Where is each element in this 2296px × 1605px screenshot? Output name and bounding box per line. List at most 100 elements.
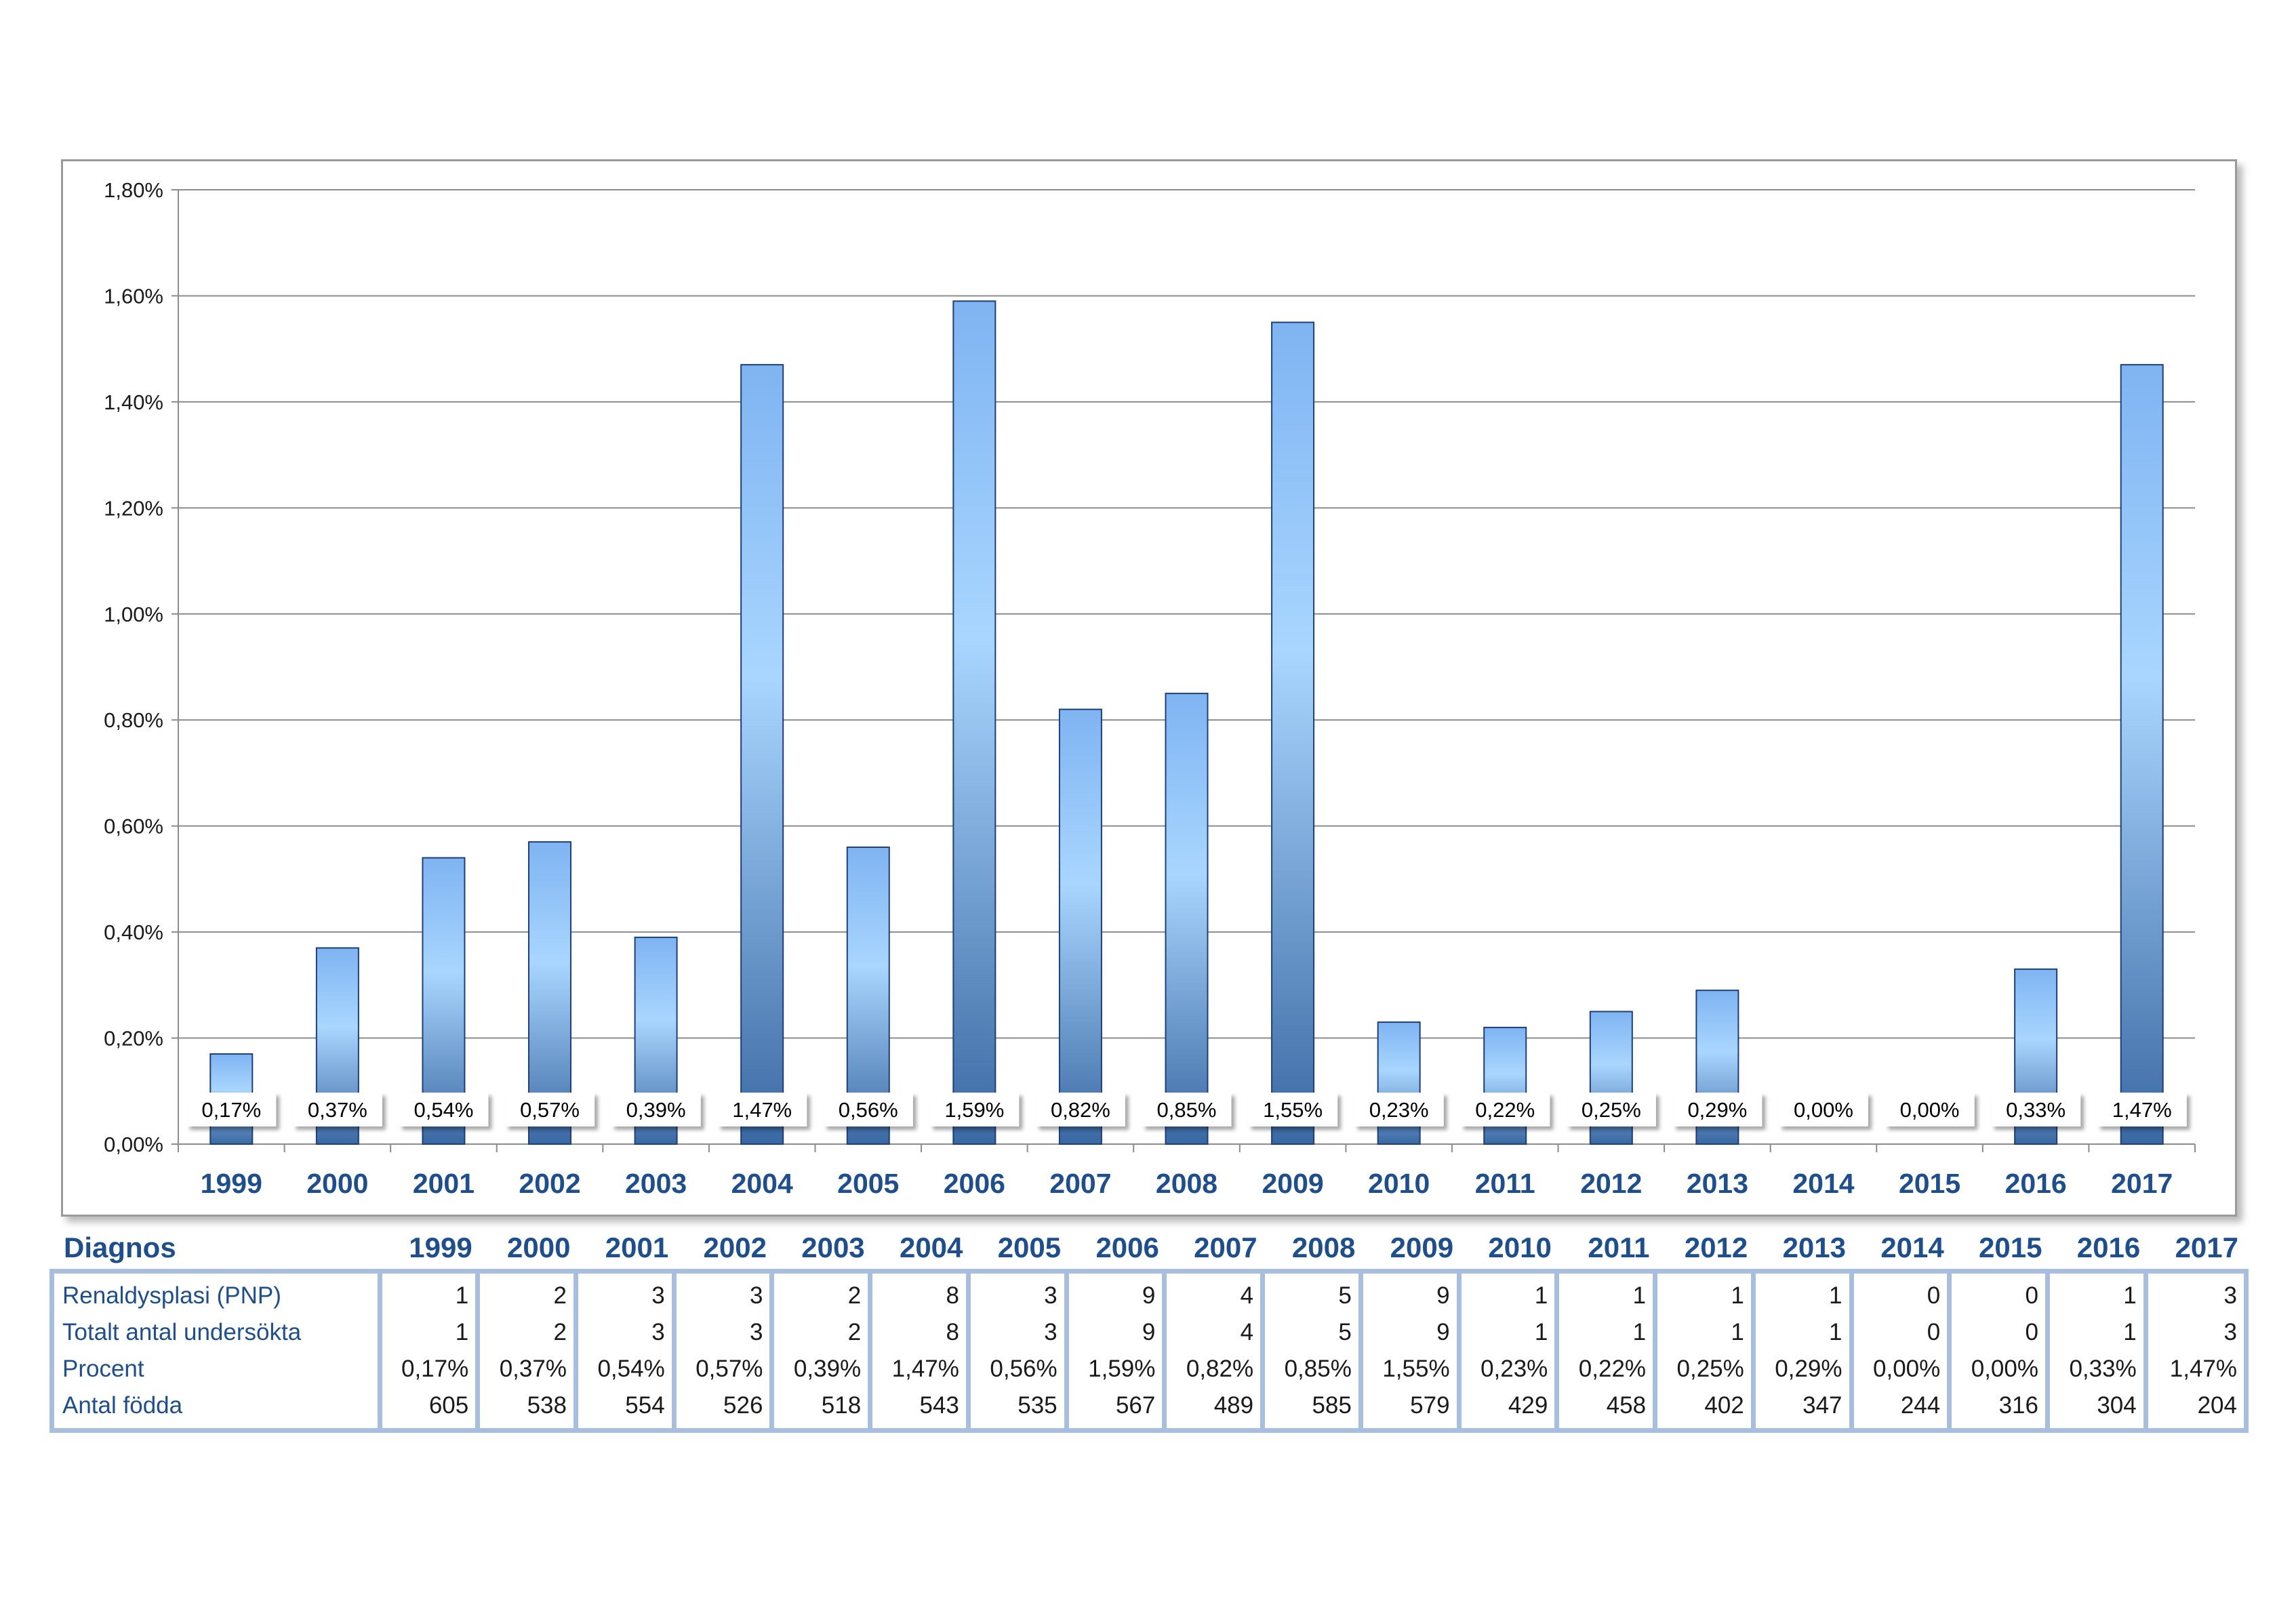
table-cell: 489	[1162, 1387, 1263, 1428]
data-label-text: 0,29%	[1687, 1098, 1747, 1122]
x-category-label: 2015	[1899, 1168, 1960, 1199]
table-cell: 458	[1554, 1387, 1655, 1428]
table-cell: 585	[1260, 1387, 1361, 1428]
gridlines	[178, 189, 2195, 1039]
x-category-label: 2011	[1475, 1168, 1535, 1199]
table-cell: 3	[965, 1274, 1067, 1314]
table-cell: 1	[377, 1314, 478, 1351]
data-label-text: 0,82%	[1051, 1098, 1110, 1122]
data-label-box	[1672, 1093, 1763, 1126]
table-cell: 1	[2045, 1314, 2146, 1351]
table-cell: 5	[1260, 1274, 1361, 1314]
table-cell: 0	[1947, 1274, 2048, 1314]
x-category-label: 2014	[1792, 1168, 1854, 1199]
table-cell: 304	[2045, 1387, 2146, 1428]
data-label-2006: 1,59%	[929, 1093, 1020, 1126]
y-tick-label: 0,20%	[104, 1027, 163, 1051]
header-year: 2015	[1979, 1232, 2042, 1263]
bar-2007	[1058, 708, 1102, 1145]
table-cell: 0,39%	[769, 1351, 870, 1387]
data-label-box	[505, 1093, 595, 1126]
table-cell: 1,47%	[868, 1351, 969, 1387]
table-cell: 2	[769, 1274, 870, 1314]
data-label-box	[611, 1093, 701, 1126]
header-year: 2000	[507, 1232, 571, 1263]
header-year: 2008	[1291, 1232, 1356, 1263]
x-category-label: 2001	[413, 1168, 475, 1199]
y-tick-label: 0,80%	[104, 708, 163, 732]
data-label-text: 0,56%	[839, 1098, 898, 1122]
data-label-box	[1566, 1093, 1656, 1126]
header-year: 2003	[801, 1232, 865, 1263]
bar-2011	[1483, 1026, 1527, 1145]
y-axis-tick-labels: 0,00% 0,20% 0,40% 0,60% 0,80% 1,00% 1,20% 1,40%…	[104, 178, 163, 1156]
table-cell: 9	[1064, 1274, 1165, 1314]
data-label-text: 1,47%	[2112, 1098, 2172, 1122]
data-label-1999: 0,17%	[186, 1093, 277, 1126]
x-category-label: 1999	[201, 1168, 262, 1199]
table-header-row: Diagnos 1999 2000 2001 2002 2003 2004 2005 2006…	[54, 1223, 2244, 1274]
table-cell: 3	[573, 1314, 674, 1351]
data-label-2012: 0,25%	[1566, 1093, 1656, 1126]
table-cell: 0,00%	[1947, 1351, 2048, 1387]
table-cell: 9	[1064, 1314, 1165, 1351]
bar-2008	[1165, 693, 1209, 1145]
data-label-text: 0,39%	[626, 1098, 686, 1122]
header-diagnos: Diagnos	[64, 1232, 176, 1263]
data-table: Diagnos 1999 2000 2001 2002 2003 2004 2005 2006…	[49, 1223, 2249, 1433]
table-cell: 538	[475, 1387, 576, 1428]
data-label-text: 0,57%	[520, 1098, 580, 1122]
bar-2006	[952, 300, 996, 1145]
data-label-box	[1885, 1093, 1975, 1126]
table-cell: 2	[769, 1314, 870, 1351]
table-cell: 0,25%	[1653, 1351, 1754, 1387]
header-year: 2016	[2076, 1232, 2141, 1263]
row-label: Procent	[62, 1356, 144, 1382]
table-row: Renaldysplasi (PNP) 1 2 3 3 2 8 3 9 4 5 9 1 1 1 1 0 0 1 3	[54, 1274, 2244, 1314]
bar-2004	[740, 364, 784, 1145]
table-cell: 1	[1456, 1314, 1557, 1351]
table-cell: 0,57%	[671, 1351, 772, 1387]
table-cell: 3	[965, 1314, 1067, 1351]
x-category-label: 2000	[306, 1168, 368, 1199]
data-label-box	[717, 1093, 807, 1126]
data-label-text: 0,22%	[1475, 1098, 1535, 1122]
table-cell: 5	[1260, 1314, 1361, 1351]
data-label-text: 1,47%	[732, 1098, 792, 1122]
x-category-label: 2002	[519, 1168, 580, 1199]
y-tick-label: 0,60%	[104, 815, 163, 838]
y-tick-label: 1,00%	[104, 603, 163, 626]
table-cell: 204	[2143, 1387, 2244, 1428]
data-label-2013: 0,29%	[1672, 1093, 1763, 1126]
row-label: Antal födda	[62, 1392, 183, 1419]
table-cell: 0,00%	[1849, 1351, 1950, 1387]
table-cell: 402	[1653, 1387, 1754, 1428]
y-tick-label: 0,40%	[104, 920, 163, 944]
table-cell: 0,85%	[1260, 1351, 1361, 1387]
x-category-label: 2003	[625, 1168, 687, 1199]
table-cell: 0,22%	[1554, 1351, 1655, 1387]
table-cell: 0,82%	[1162, 1351, 1263, 1387]
table-cell: 0	[1849, 1274, 1950, 1314]
table-cell: 1	[1653, 1314, 1754, 1351]
data-label-2002: 0,57%	[505, 1093, 595, 1126]
data-label-box	[2097, 1093, 2187, 1126]
header-year: 1999	[409, 1232, 472, 1263]
bar-2009	[1271, 321, 1315, 1145]
table-cell: 2	[475, 1274, 576, 1314]
data-label-box	[1354, 1093, 1444, 1126]
header-year: 2004	[899, 1232, 963, 1263]
table-cell: 3	[573, 1274, 674, 1314]
header-year: 2011	[1588, 1232, 1650, 1263]
data-label-2000: 0,37%	[292, 1093, 382, 1126]
data-label-box	[1991, 1093, 2081, 1126]
header-year: 2005	[997, 1232, 1062, 1263]
data-label-2001: 0,54%	[399, 1093, 489, 1126]
table-cell: 0,17%	[377, 1351, 478, 1387]
data-label-2016: 0,33%	[1991, 1093, 2081, 1126]
header-year: 2001	[605, 1232, 669, 1263]
table-row: Totalt antal undersökta 1 2 3 3 2 8 3 9 4 5 9 1 1 1 1 0 0…	[54, 1314, 2244, 1351]
table-cell: 347	[1750, 1387, 1852, 1428]
bar-2017	[2120, 364, 2164, 1145]
data-label-text: 1,59%	[944, 1098, 1004, 1122]
